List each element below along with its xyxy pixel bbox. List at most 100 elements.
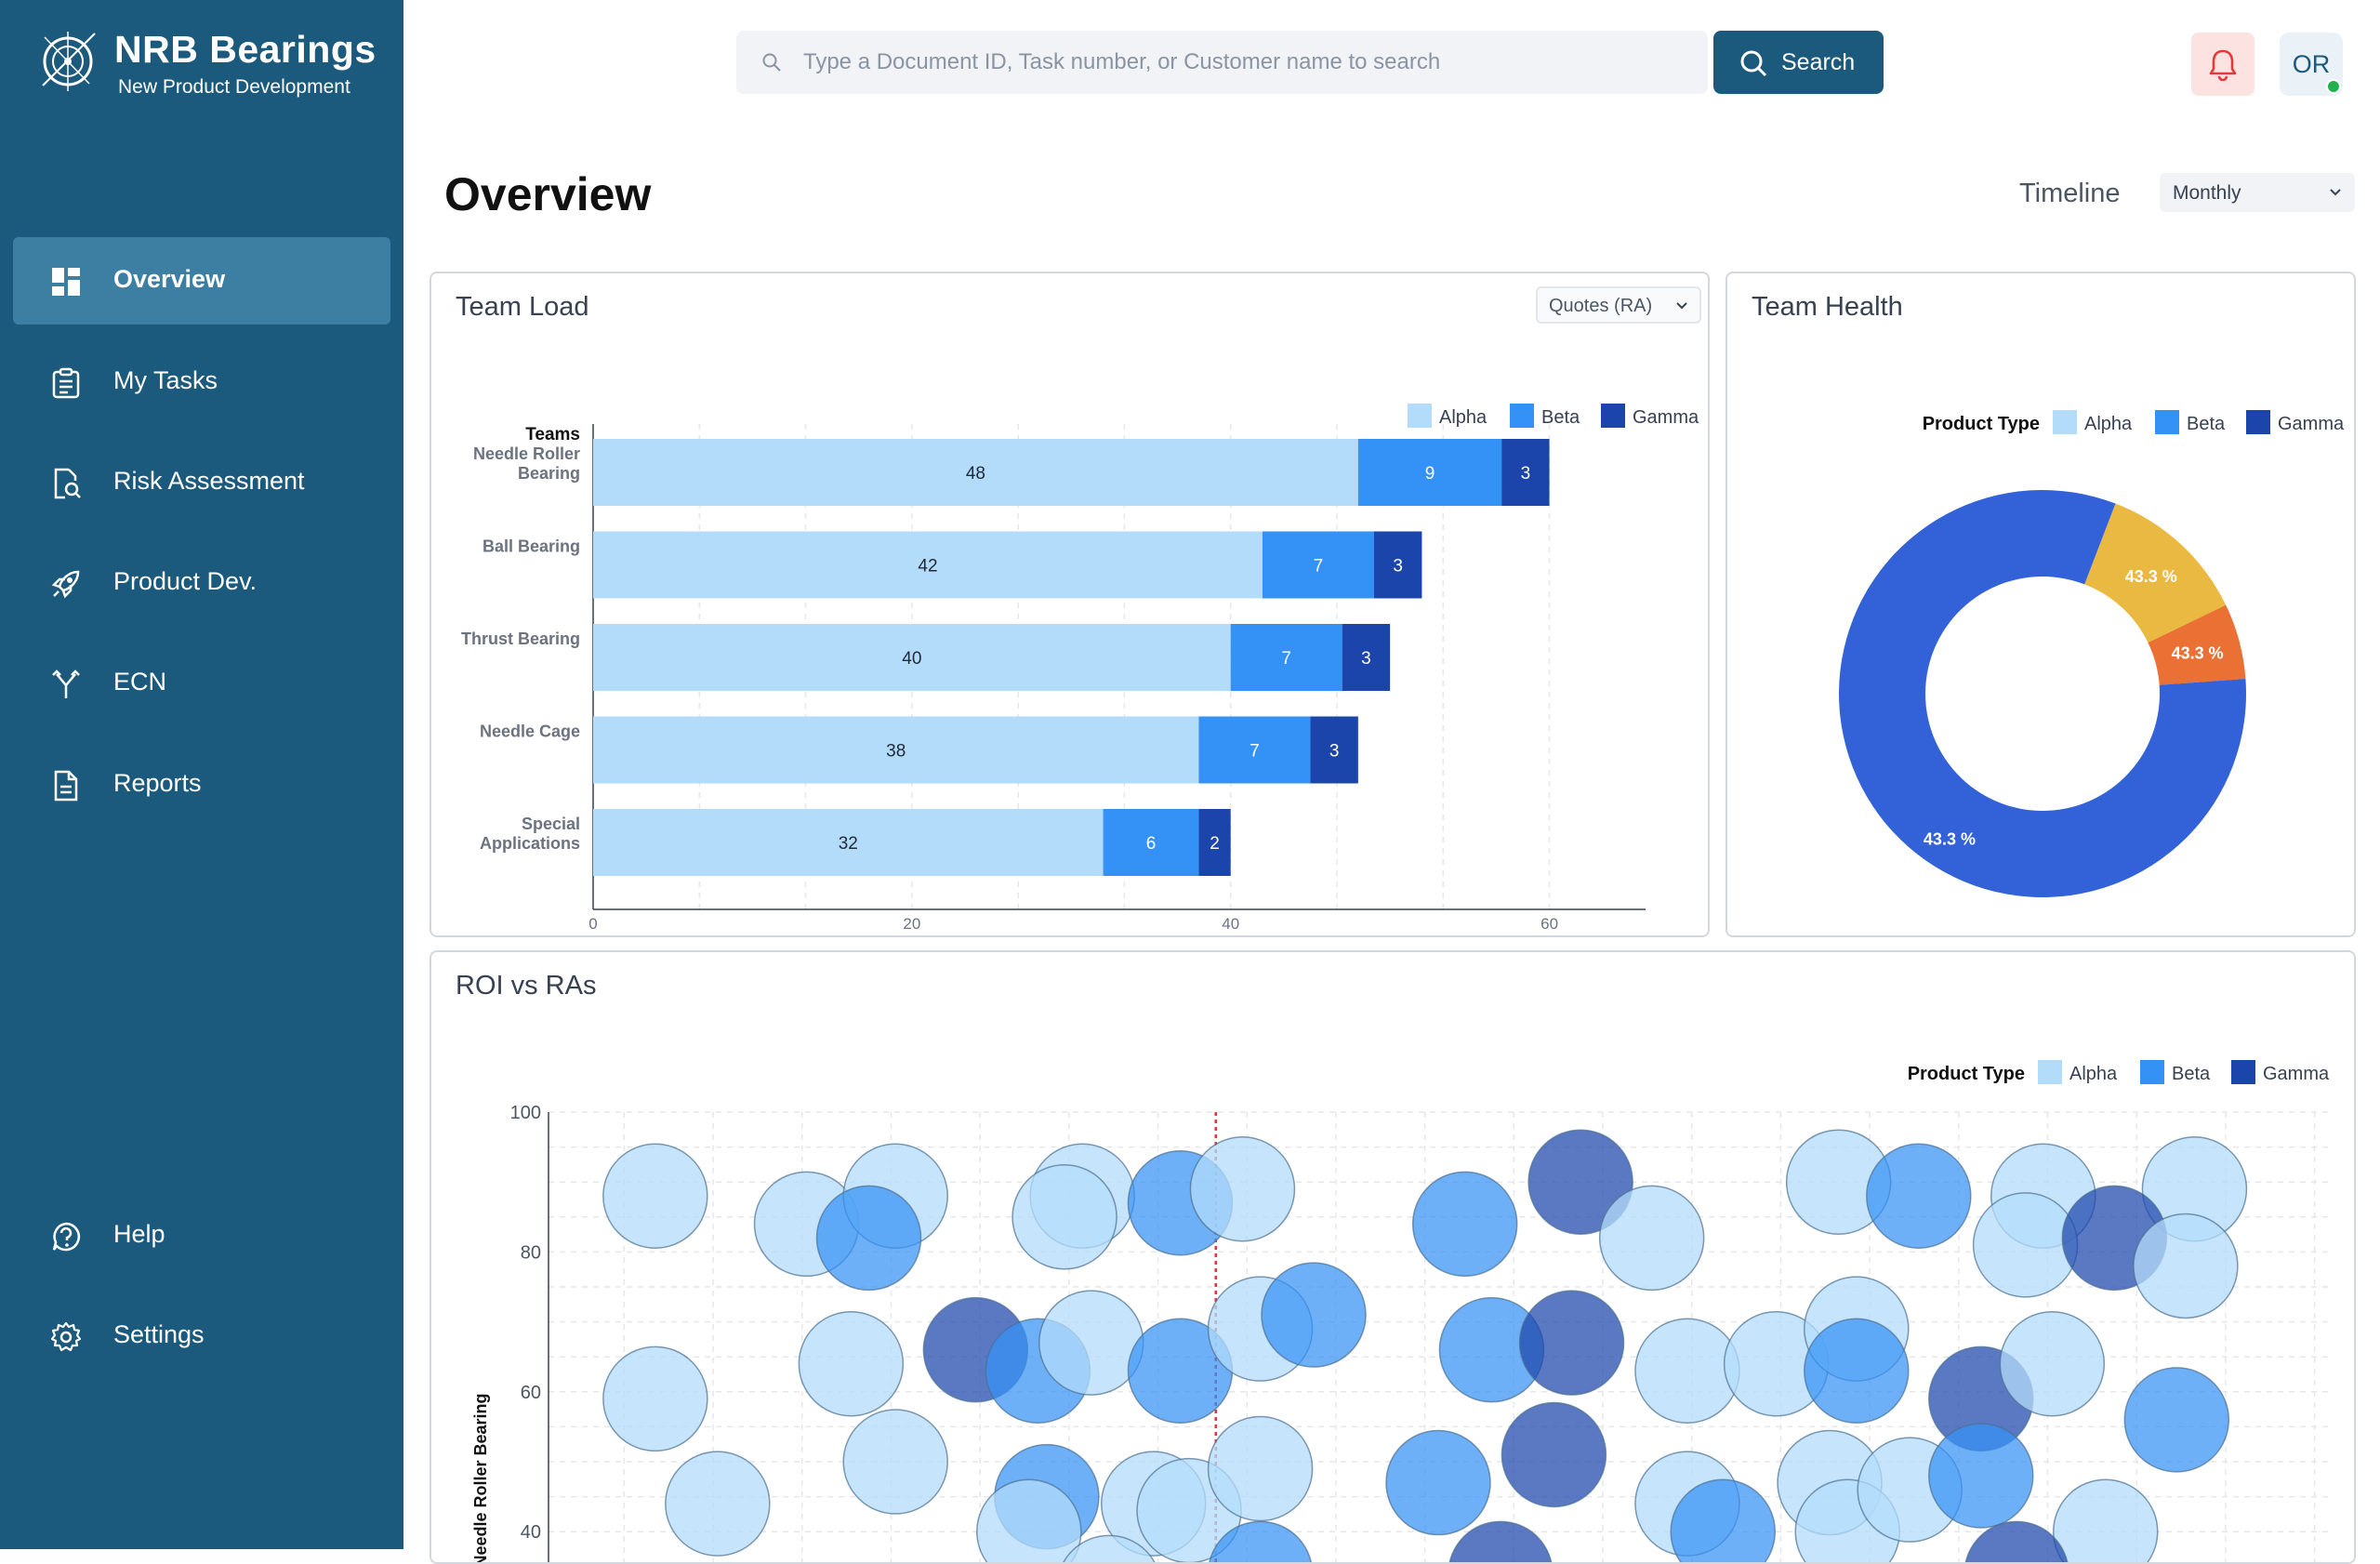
sidebar-item-label: ECN: [113, 668, 167, 696]
roi-legend-swatch: [2231, 1060, 2255, 1084]
team-load-legend-label: Alpha: [1439, 407, 1488, 428]
bar-alpha: [593, 716, 1199, 784]
team-load-chart: Teams Alpha Beta Gamma 0 20 40 60 Number of Quot…: [461, 404, 1699, 935]
x-tick-label: 40: [1222, 915, 1239, 933]
bubble-alpha: [798, 1310, 905, 1417]
donut-slice: [2084, 503, 2227, 643]
search-input[interactable]: [803, 31, 1686, 94]
bar-gamma: [1342, 624, 1391, 691]
team-load-legend-swatch: [1601, 404, 1625, 428]
bar-value-label: 42: [918, 557, 937, 577]
sidebar-item-overview[interactable]: Overview: [13, 237, 390, 325]
sidebar-item-settings[interactable]: Settings: [13, 1292, 390, 1380]
bar-value-label: 40: [902, 649, 921, 669]
x-tick-label: 20: [903, 915, 920, 933]
y-axis-title: Teams: [525, 425, 580, 444]
category-label: Applications: [480, 834, 580, 853]
roi-legend-title: Product Type: [1908, 1064, 2025, 1084]
bar-value-label: 6: [1146, 834, 1157, 854]
brand-subtitle: New Product Development: [118, 76, 350, 98]
roi-legend-label: Beta: [2172, 1064, 2211, 1084]
timeline-select[interactable]: Monthly: [2160, 173, 2355, 212]
y-tick-label: 100: [510, 1103, 541, 1123]
x-tick-label: 0: [588, 915, 597, 933]
sidebar-item-reports[interactable]: Reports: [13, 741, 390, 828]
document-icon: [54, 770, 78, 802]
sidebar-item-product-dev[interactable]: Product Dev.: [13, 539, 390, 627]
dashboard-icon: [52, 268, 80, 296]
bubble-gamma: [1527, 1129, 1633, 1235]
bar-alpha: [593, 531, 1263, 599]
sidebar-item-label: Risk Assessment: [113, 467, 305, 495]
roi-vs-ras-chart: Alpha Beta Gamma Product Type 40 60 80 100 Needl…: [471, 1060, 2330, 1564]
help-icon: [52, 1222, 81, 1252]
bubble-beta: [1670, 1478, 1776, 1562]
notifications-button[interactable]: [2191, 33, 2254, 96]
bubble-beta: [2123, 1367, 2230, 1473]
bar-gamma: [1198, 809, 1231, 876]
bar-beta: [1357, 439, 1502, 506]
bubble-alpha: [665, 1451, 771, 1557]
timeline-select-value: Monthly: [2173, 182, 2241, 204]
bubble-beta: [1804, 1318, 1910, 1424]
bar-value-label: 3: [1521, 464, 1531, 484]
bar-value-label: 9: [1425, 464, 1435, 484]
bubble-alpha: [1999, 1310, 2106, 1417]
timeline-label: Timeline: [2019, 179, 2121, 208]
sidebar-item-ecn[interactable]: ECN: [13, 640, 390, 727]
bubble-alpha: [2053, 1478, 2159, 1562]
bubble-beta: [1866, 1143, 1972, 1249]
bubble-alpha: [976, 1478, 1082, 1562]
donut-slice-label: 43.3 %: [2172, 643, 2224, 662]
brand-logo[interactable]: NRB Bearings New Product Development: [37, 28, 390, 102]
sidebar-item-help[interactable]: Help: [13, 1192, 390, 1279]
team-health-title: Team Health: [1752, 292, 1903, 322]
bubble-alpha: [602, 1345, 708, 1452]
bubble-alpha: [1189, 1135, 1296, 1242]
bubble-alpha: [602, 1143, 708, 1249]
bar-beta: [1230, 624, 1342, 691]
roi-legend-label: Alpha: [2069, 1064, 2118, 1084]
y-tick-label: 40: [521, 1522, 541, 1543]
bubble-alpha: [2133, 1213, 2239, 1319]
bar-alpha: [593, 809, 1104, 876]
team-load-legend-swatch: [1408, 404, 1432, 428]
bubble-gamma: [1518, 1290, 1625, 1396]
team-load-filter-value: Quotes (RA): [1549, 296, 1653, 316]
team-health-chart: Alpha Beta Gamma Product Type 43.3 % 43.3 % 43…: [1838, 410, 2345, 897]
search-bar: [736, 31, 1708, 94]
bar-gamma: [1374, 531, 1422, 599]
y-axis-title: Needle Roller Bearing: [471, 1393, 490, 1564]
team-load-filter-select[interactable]: Quotes (RA): [1536, 286, 1701, 324]
category-label: Thrust Bearing: [461, 630, 580, 648]
sidebar-item-risk-assessment[interactable]: Risk Assessment: [13, 439, 390, 526]
chevron-down-icon: [2330, 189, 2341, 196]
category-label: Needle Cage: [480, 722, 580, 741]
team-health-legend-swatch: [2246, 410, 2270, 434]
x-axis-title: Number of Quotes: [1057, 934, 1211, 935]
team-health-legend-title: Product Type: [1923, 414, 2040, 434]
roi-legend-label: Gamma: [2263, 1064, 2330, 1084]
bar-alpha: [593, 624, 1231, 691]
bubble-beta: [1411, 1171, 1518, 1278]
search-button[interactable]: Search: [1713, 31, 1884, 94]
team-health-legend-label: Gamma: [2278, 414, 2345, 434]
bar-alpha: [593, 439, 1358, 506]
bar-value-label: 38: [886, 742, 906, 762]
sidebar-item-label: Overview: [113, 265, 226, 293]
search-button-label: Search: [1781, 49, 1856, 75]
sidebar-item-label: Product Dev.: [113, 567, 258, 595]
category-label: Needle Roller: [473, 444, 580, 463]
bubble-alpha: [842, 1409, 948, 1515]
chevron-down-icon: [1676, 302, 1687, 310]
sidebar-item-label: Help: [113, 1220, 165, 1248]
bar-value-label: 3: [1393, 557, 1403, 577]
category-label: Special: [522, 815, 580, 833]
sidebar-item-my-tasks[interactable]: My Tasks: [13, 338, 390, 426]
team-health-legend-label: Beta: [2187, 414, 2226, 434]
rocket-icon: [51, 570, 80, 599]
bubble-alpha: [1634, 1318, 1740, 1424]
team-health-legend-swatch: [2053, 410, 2077, 434]
bar-beta: [1103, 809, 1199, 876]
bubble-gamma: [1501, 1401, 1607, 1508]
